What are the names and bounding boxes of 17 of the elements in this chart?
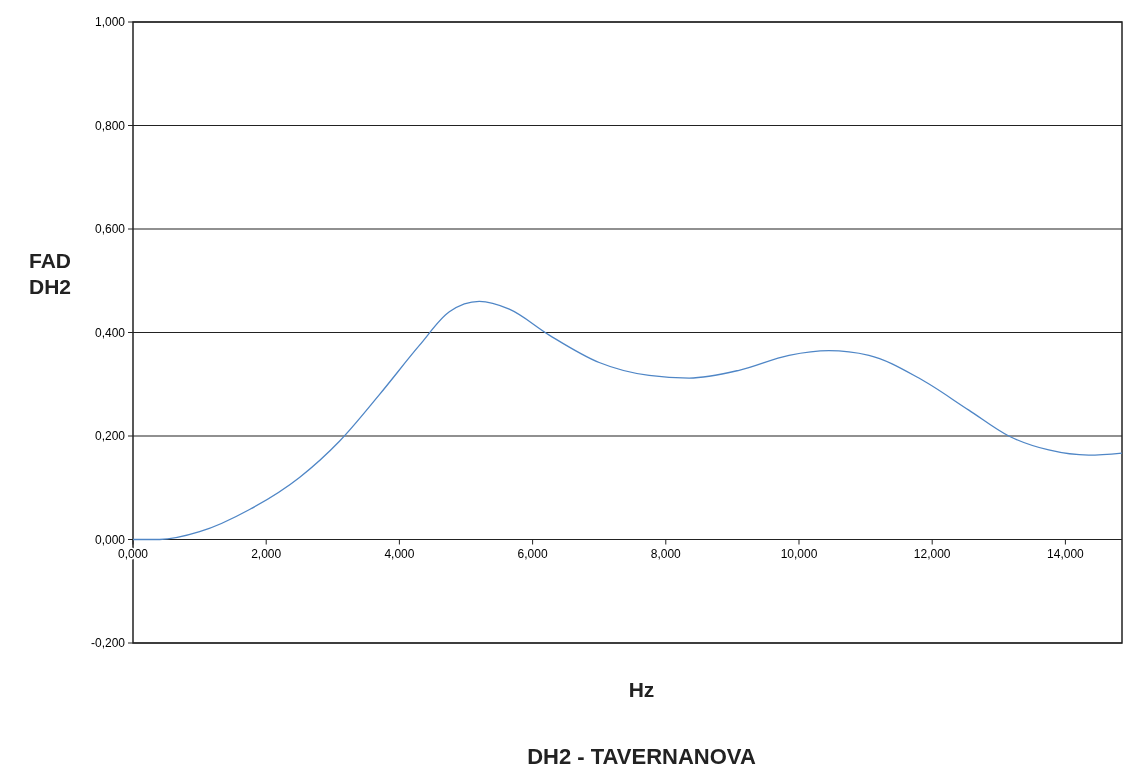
- x-axis-title: Hz: [628, 678, 655, 701]
- text: DH2 - TAVERNANOVA: [527, 744, 756, 769]
- y-axis-title: FAD DH2: [28, 249, 72, 298]
- y-tick-label: 0,600: [94, 222, 126, 237]
- y-tick-label: 0,000: [94, 532, 126, 547]
- x-tick-label: 12,000: [913, 546, 951, 561]
- y-tick-label: 0,400: [94, 325, 126, 340]
- x-tick-label: 2,000: [251, 546, 282, 561]
- y-tick-label: -0,200: [90, 636, 126, 651]
- x-tick-label: 6,000: [517, 546, 548, 561]
- x-tick-label: 14,000: [1047, 546, 1085, 561]
- y-tick-label: 1,000: [94, 15, 126, 30]
- y-tick-label: 0,800: [94, 118, 126, 133]
- x-tick-label: 4,000: [384, 546, 415, 561]
- x-tick-label: 8,000: [650, 546, 682, 561]
- y-tick-label: 0,200: [94, 429, 126, 444]
- x-tick-label: 10,000: [780, 546, 818, 561]
